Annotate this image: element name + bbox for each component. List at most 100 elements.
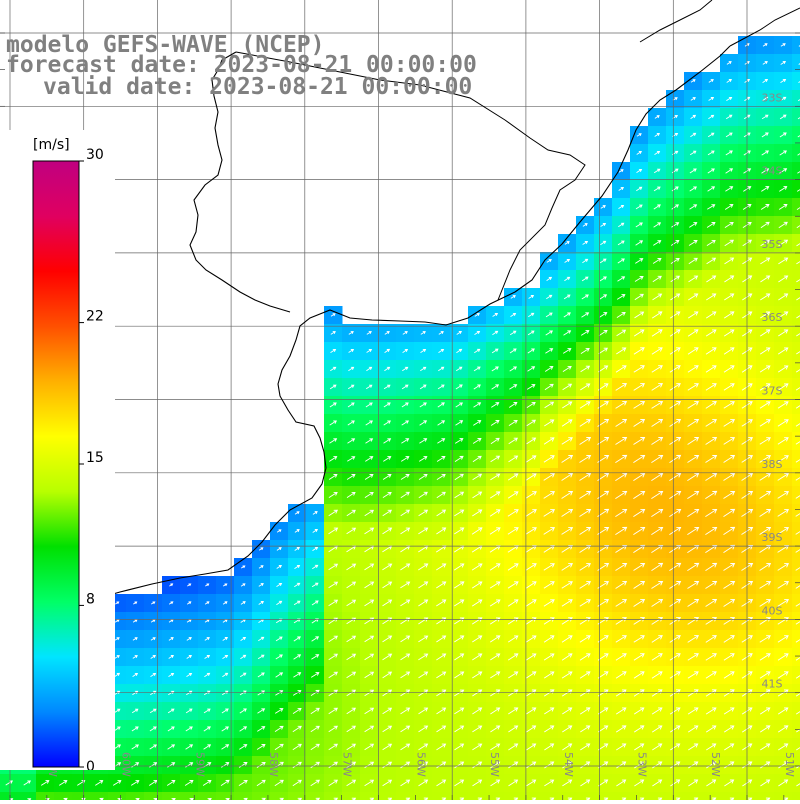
- wind-speed-cell: [774, 792, 793, 800]
- wind-speed-cell: [792, 108, 800, 127]
- longitude-label: 57W: [341, 752, 354, 777]
- wind-speed-cell: [792, 234, 800, 253]
- wind-speed-cell: [792, 180, 800, 199]
- wind-speed-cell: [270, 792, 289, 800]
- wind-speed-cell: [522, 792, 541, 800]
- wind-speed-cell: [792, 648, 800, 667]
- colorbar-tick-label: 15: [86, 450, 104, 466]
- colorbar-tick-label: 22: [86, 309, 104, 325]
- longitude-label: 59W: [193, 752, 206, 777]
- latitude-label: 33S: [762, 91, 783, 104]
- wind-speed-cell: [324, 792, 343, 800]
- longitude-label: 54W: [562, 752, 575, 777]
- wind-speed-cell: [792, 522, 800, 541]
- wind-speed-cell: [306, 792, 325, 800]
- wind-speed-cell: [666, 792, 685, 800]
- wind-speed-cell: [792, 306, 800, 325]
- wind-speed-cell: [792, 288, 800, 307]
- colorbar-tick-label: 8: [86, 591, 95, 607]
- wind-speed-cell: [216, 792, 235, 800]
- wind-speed-cell: [180, 792, 199, 800]
- longitude-label: 52W: [709, 752, 722, 777]
- wind-speed-cell: [792, 378, 800, 397]
- wind-speed-cell: [594, 792, 613, 800]
- longitude-label: 53W: [635, 752, 648, 777]
- wind-speed-cell: [792, 576, 800, 595]
- wind-speed-cell: [792, 504, 800, 523]
- wind-speed-cell: [720, 792, 739, 800]
- wind-speed-cell: [0, 792, 19, 800]
- wind-speed-cell: [792, 324, 800, 343]
- longitude-label: 60W: [120, 752, 133, 777]
- wind-speed-cell: [792, 396, 800, 415]
- wind-speed-cell: [234, 792, 253, 800]
- wind-speed-cell: [792, 162, 800, 181]
- wind-speed-cell: [792, 630, 800, 649]
- wind-speed-cell: [72, 792, 91, 800]
- colorbar-tick-label: 0: [86, 759, 95, 770]
- wind-speed-cell: [702, 792, 721, 800]
- wind-speed-cell: [792, 684, 800, 703]
- wind-speed-cell: [756, 792, 775, 800]
- wind-speed-cell: [360, 792, 379, 800]
- wind-speed-cell: [468, 792, 487, 800]
- wind-speed-cell: [792, 450, 800, 469]
- wind-speed-cell: [90, 792, 109, 800]
- wind-speed-cell: [558, 792, 577, 800]
- wind-speed-cell: [144, 792, 163, 800]
- latitude-label: 37S: [762, 385, 783, 398]
- wind-speed-cell: [792, 792, 800, 800]
- colorbar-unit: [m/s]: [33, 137, 70, 153]
- wind-speed-cell: [792, 666, 800, 685]
- wind-speed-cell: [792, 126, 800, 145]
- wind-speed-cell: [432, 792, 451, 800]
- wind-speed-cell: [342, 792, 361, 800]
- wind-speed-cell: [792, 486, 800, 505]
- longitude-label: 51W: [783, 752, 796, 777]
- longitude-label: 58W: [267, 752, 280, 777]
- latitude-label: 41S: [762, 678, 783, 691]
- wind-speed-cell: [792, 468, 800, 487]
- wind-speed-cell: [162, 792, 181, 800]
- wind-speed-cell: [576, 792, 595, 800]
- wind-speed-cell: [792, 432, 800, 451]
- wind-speed-cell: [504, 792, 523, 800]
- wind-speed-cell: [612, 792, 631, 800]
- wind-speed-cell: [792, 90, 800, 109]
- wind-speed-cell: [108, 792, 127, 800]
- wind-speed-cell: [792, 540, 800, 559]
- wind-speed-cell: [792, 72, 800, 91]
- wind-speed-cell: [54, 792, 73, 800]
- wind-speed-cell: [126, 792, 145, 800]
- wind-speed-cell: [792, 36, 800, 55]
- wind-speed-cell: [198, 792, 217, 800]
- wind-speed-cell: [684, 792, 703, 800]
- wind-speed-cell: [792, 558, 800, 577]
- wind-speed-cell: [792, 270, 800, 289]
- wind-speed-cell: [792, 342, 800, 361]
- wind-speed-cell: [792, 198, 800, 217]
- latitude-label: 38S: [762, 458, 783, 471]
- wind-speed-cell: [792, 414, 800, 433]
- latitude-label: 35S: [762, 238, 783, 251]
- longitude-label: 56W: [414, 752, 427, 777]
- wind-speed-cell: [288, 792, 307, 800]
- wind-speed-cell: [792, 252, 800, 271]
- latitude-label: 36S: [762, 311, 783, 324]
- longitude-label: 55W: [488, 752, 501, 777]
- latitude-label: 40S: [762, 604, 783, 617]
- latitude-label: 34S: [762, 165, 783, 178]
- latitude-label: 39S: [762, 531, 783, 544]
- wind-speed-cell: [414, 792, 433, 800]
- colorbar-ramp: [33, 161, 79, 767]
- wind-speed-cell: [450, 792, 469, 800]
- wind-speed-cell: [648, 792, 667, 800]
- wind-speed-cell: [540, 792, 559, 800]
- wind-speed-cell: [792, 702, 800, 721]
- wind-speed-field: [0, 36, 800, 800]
- wind-speed-cell: [396, 792, 415, 800]
- wind-speed-cell: [630, 792, 649, 800]
- title-valid-date: valid date: 2023-08-21 00:00:00: [43, 75, 472, 99]
